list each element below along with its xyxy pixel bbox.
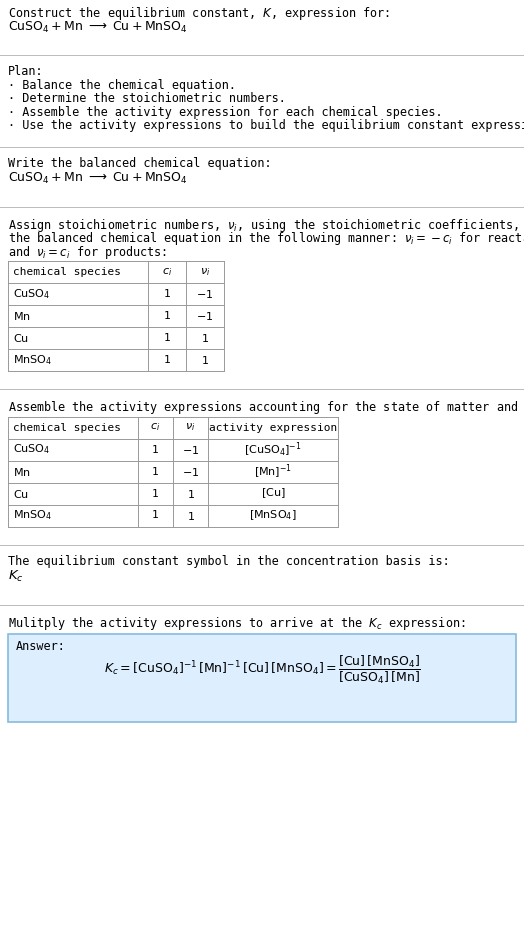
Text: $[\mathrm{MnSO_4}]$: $[\mathrm{MnSO_4}]$ [249, 509, 297, 522]
Text: $-1$: $-1$ [196, 310, 214, 322]
Text: 1: 1 [152, 489, 159, 498]
Text: $[\mathrm{CuSO_4}]^{-1}$: $[\mathrm{CuSO_4}]^{-1}$ [244, 440, 302, 458]
Text: The equilibrium constant symbol in the concentration basis is:: The equilibrium constant symbol in the c… [8, 554, 450, 568]
Text: $\mathrm{Mn}$: $\mathrm{Mn}$ [13, 310, 31, 322]
Text: $\nu_i$: $\nu_i$ [200, 266, 210, 278]
Text: · Determine the stoichiometric numbers.: · Determine the stoichiometric numbers. [8, 92, 286, 105]
Text: $K_c = [\mathrm{CuSO_4}]^{-1}\,[\mathrm{Mn}]^{-1}\,[\mathrm{Cu}]\,[\mathrm{MnSO_: $K_c = [\mathrm{CuSO_4}]^{-1}\,[\mathrm{… [104, 654, 420, 686]
Text: $K_c$: $K_c$ [8, 569, 24, 584]
Text: chemical species: chemical species [13, 267, 121, 277]
Text: $1$: $1$ [187, 510, 194, 522]
Text: $[\mathrm{Mn}]^{-1}$: $[\mathrm{Mn}]^{-1}$ [254, 462, 292, 481]
Text: and $\nu_i = c_i$ for products:: and $\nu_i = c_i$ for products: [8, 244, 167, 260]
FancyBboxPatch shape [8, 634, 516, 722]
Text: chemical species: chemical species [13, 422, 121, 433]
Text: $-1$: $-1$ [182, 466, 199, 477]
Text: 1: 1 [163, 289, 170, 299]
Text: activity expression: activity expression [209, 422, 337, 433]
Text: $\mathrm{Mn}$: $\mathrm{Mn}$ [13, 466, 31, 477]
Text: Construct the equilibrium constant, $K$, expression for:: Construct the equilibrium constant, $K$,… [8, 5, 390, 22]
Text: 1: 1 [152, 444, 159, 455]
Text: $1$: $1$ [187, 488, 194, 499]
Text: 1: 1 [163, 355, 170, 365]
Text: 1: 1 [163, 311, 170, 321]
Text: $\mathrm{CuSO_4}$: $\mathrm{CuSO_4}$ [13, 442, 50, 456]
Text: $c_i$: $c_i$ [150, 421, 161, 434]
Text: · Assemble the activity expression for each chemical species.: · Assemble the activity expression for e… [8, 105, 443, 119]
Text: Assemble the activity expressions accounting for the state of matter and $\nu_i$: Assemble the activity expressions accoun… [8, 399, 524, 416]
Text: $\mathrm{Cu}$: $\mathrm{Cu}$ [13, 488, 29, 499]
Text: $\mathrm{Cu}$: $\mathrm{Cu}$ [13, 332, 29, 344]
Text: $-1$: $-1$ [182, 443, 199, 456]
Text: the balanced chemical equation in the following manner: $\nu_i = -c_i$ for react: the balanced chemical equation in the fo… [8, 230, 524, 247]
Text: · Balance the chemical equation.: · Balance the chemical equation. [8, 79, 236, 91]
Text: $c_i$: $c_i$ [162, 266, 172, 278]
Text: Plan:: Plan: [8, 65, 43, 78]
Text: $\mathrm{MnSO_4}$: $\mathrm{MnSO_4}$ [13, 353, 52, 367]
Text: 1: 1 [163, 333, 170, 343]
Text: $-1$: $-1$ [196, 288, 214, 300]
Text: 1: 1 [152, 467, 159, 476]
Text: $1$: $1$ [201, 332, 209, 344]
Text: $1$: $1$ [201, 354, 209, 366]
Text: Write the balanced chemical equation:: Write the balanced chemical equation: [8, 157, 271, 170]
Text: · Use the activity expressions to build the equilibrium constant expression.: · Use the activity expressions to build … [8, 119, 524, 132]
Text: $\mathrm{CuSO_4}$: $\mathrm{CuSO_4}$ [13, 288, 50, 301]
Text: $\mathrm{CuSO_4 + Mn \;\longrightarrow\; Cu + MnSO_4}$: $\mathrm{CuSO_4 + Mn \;\longrightarrow\;… [8, 171, 188, 186]
Text: 1: 1 [152, 511, 159, 520]
Text: $\nu_i$: $\nu_i$ [185, 421, 195, 434]
Text: $[\mathrm{Cu}]$: $[\mathrm{Cu}]$ [261, 487, 285, 500]
Text: $\mathrm{CuSO_4 + Mn \;\longrightarrow\; Cu + MnSO_4}$: $\mathrm{CuSO_4 + Mn \;\longrightarrow\;… [8, 20, 188, 34]
Text: $\mathrm{MnSO_4}$: $\mathrm{MnSO_4}$ [13, 509, 52, 522]
Text: Answer:: Answer: [16, 640, 66, 653]
Text: Assign stoichiometric numbers, $\nu_i$, using the stoichiometric coefficients, $: Assign stoichiometric numbers, $\nu_i$, … [8, 216, 524, 233]
Text: Mulitply the activity expressions to arrive at the $K_c$ expression:: Mulitply the activity expressions to arr… [8, 615, 465, 631]
